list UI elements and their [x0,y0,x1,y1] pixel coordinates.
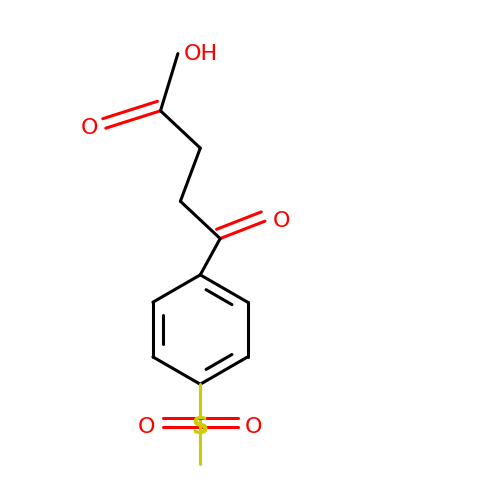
Text: O: O [81,118,98,138]
Text: S: S [192,414,209,438]
Text: O: O [245,416,262,436]
Text: OH: OH [184,44,218,64]
Text: O: O [138,416,156,436]
Text: O: O [272,211,290,231]
